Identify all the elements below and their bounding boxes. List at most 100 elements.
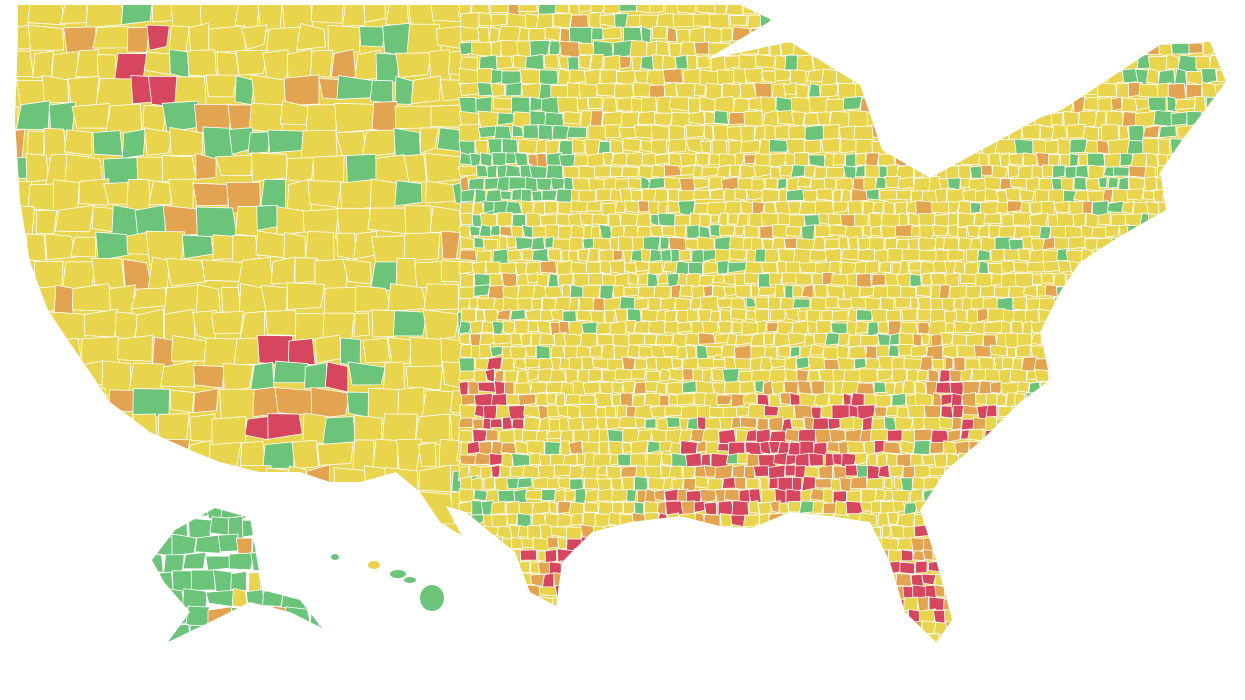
county [935, 188, 948, 204]
county [836, 177, 855, 192]
county [92, 130, 124, 157]
county [596, 82, 616, 97]
county [1157, 296, 1173, 311]
county [51, 50, 79, 81]
county [622, 501, 635, 515]
county [1081, 260, 1097, 273]
county [935, 81, 950, 97]
county [805, 645, 822, 659]
county [812, 236, 826, 251]
county [1022, 28, 1039, 43]
county [1228, 261, 1245, 274]
county [891, 356, 908, 372]
county [848, 574, 862, 588]
county [922, 645, 940, 658]
county [1232, 70, 1245, 82]
county [1215, 273, 1226, 289]
county [557, 201, 573, 216]
county [491, 658, 502, 672]
county [564, 622, 582, 636]
county [759, 537, 773, 552]
county [580, 657, 597, 671]
county [1213, 12, 1226, 29]
county [627, 586, 641, 598]
county [744, 154, 757, 165]
county [621, 356, 636, 371]
county [1140, 418, 1157, 433]
county [458, 572, 472, 587]
county [943, 440, 957, 456]
county [1147, 645, 1162, 658]
county [1079, 296, 1090, 312]
county [576, 609, 593, 625]
county [1023, 284, 1038, 298]
county [511, 418, 525, 431]
county [952, 110, 969, 126]
county [922, 536, 941, 552]
county [601, 26, 622, 40]
county [619, 296, 637, 311]
county [696, 5, 717, 15]
county [27, 285, 57, 314]
county [1165, 248, 1180, 265]
county [1077, 572, 1092, 587]
county [1085, 657, 1101, 672]
county [938, 416, 954, 430]
county [251, 625, 269, 642]
county [873, 381, 887, 394]
county [1126, 466, 1141, 479]
county [856, 12, 872, 31]
county [95, 231, 131, 261]
county [990, 657, 1004, 671]
county [1236, 478, 1245, 490]
county [508, 620, 528, 635]
county [680, 440, 698, 455]
county [976, 308, 988, 323]
county [1049, 392, 1062, 406]
county [853, 125, 874, 142]
county [768, 596, 784, 612]
county [1084, 344, 1098, 358]
county [850, 658, 863, 670]
county [1051, 537, 1068, 549]
county [1016, 597, 1034, 610]
county [1034, 428, 1054, 445]
county [1145, 26, 1166, 47]
county [1103, 5, 1121, 14]
county [848, 109, 868, 128]
county [703, 26, 722, 43]
county [676, 549, 693, 562]
county [168, 49, 190, 80]
county [458, 165, 479, 177]
county [886, 429, 904, 442]
county [910, 124, 929, 140]
county [684, 332, 701, 347]
county [883, 560, 901, 575]
county [768, 477, 780, 490]
county [1228, 346, 1240, 357]
county [1074, 12, 1089, 29]
county [514, 382, 532, 395]
county [47, 494, 79, 521]
county [1146, 537, 1167, 553]
county [530, 608, 547, 620]
county [1160, 512, 1176, 527]
county [901, 123, 913, 142]
county [496, 308, 512, 321]
county [717, 584, 729, 600]
county [621, 166, 640, 178]
county [1119, 42, 1134, 53]
county [714, 464, 734, 480]
county [1181, 236, 1196, 250]
county [824, 332, 841, 346]
county [318, 78, 343, 100]
county [212, 234, 236, 260]
county [1082, 321, 1093, 336]
county [764, 404, 780, 417]
county [489, 418, 503, 429]
county [961, 536, 976, 549]
county [1233, 286, 1243, 300]
county [605, 596, 624, 611]
county [626, 488, 637, 503]
county [1053, 597, 1069, 615]
